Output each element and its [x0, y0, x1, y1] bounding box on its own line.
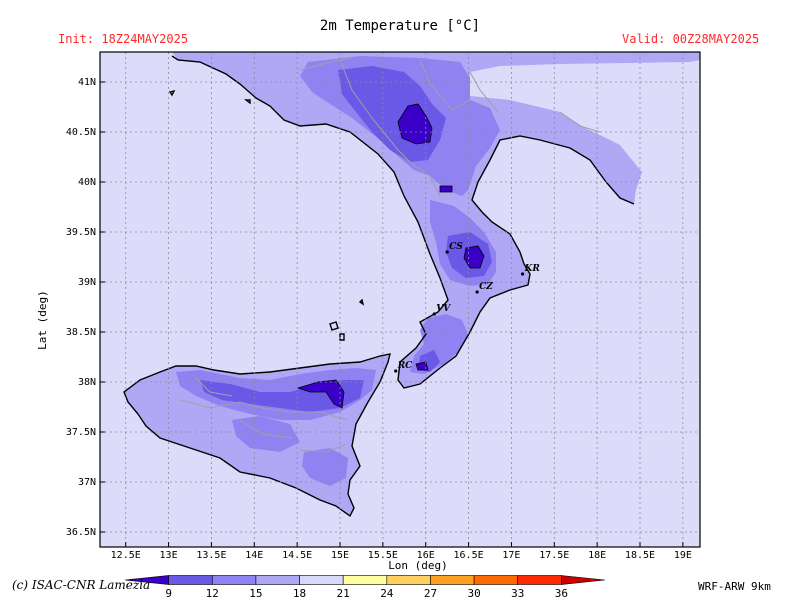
lat-tick-labels: 41N 40.5N 40N 39.5N 39N 38.5N 38N 37.5N 37N 36.5N — [66, 77, 105, 538]
colorbar-label: 18 — [293, 587, 306, 600]
copyright-label: (c) ISAC-CNR Lamezia — [12, 578, 151, 592]
city-dot — [445, 250, 449, 254]
colorbar-label: 9 — [165, 587, 172, 600]
city-markers: CS KR CZ VV RC — [394, 242, 540, 373]
lat-tick-label: 40N — [78, 177, 96, 188]
colorbar-label: 24 — [380, 587, 394, 600]
lon-tick-label: 15E — [331, 550, 349, 561]
lon-tick-label: 12.5E — [111, 550, 141, 561]
colorbar-segment — [299, 575, 344, 585]
coastlines — [123, 55, 635, 518]
model-label: WRF-ARW 9km — [698, 580, 771, 593]
lat-tick-label: 39N — [78, 277, 96, 288]
map-title: 2m Temperature [°C] — [319, 18, 481, 34]
lat-tick-label: 37.5N — [66, 427, 96, 438]
init-time-label: Init: 18Z24MAY2025 — [58, 32, 189, 46]
lon-tick-label: 18.5E — [625, 550, 655, 561]
lon-tick-label: 13.5E — [196, 550, 226, 561]
lon-tick-label: 19E — [674, 550, 692, 561]
lon-tick-label: 16E — [417, 550, 435, 561]
lon-tick-label: 15.5E — [368, 550, 398, 561]
lon-tick-label: 17E — [502, 550, 520, 561]
colorbar-label: 27 — [424, 587, 437, 600]
city-label: RC — [397, 361, 413, 371]
colorbar-segment — [255, 575, 300, 585]
colorbar-label: 30 — [467, 587, 480, 600]
lat-tick-label: 40.5N — [66, 127, 96, 138]
lon-tick-label: 16.5E — [454, 550, 484, 561]
lon-tick-labels: 12.5E 13E 13.5E 14E 14.5E 15E 15.5E 16E 16.5E 17E… — [111, 542, 692, 561]
y-axis-label: Lat (deg) — [36, 290, 49, 350]
lon-tick-label: 17.5E — [539, 550, 569, 561]
plot-frame — [99, 51, 701, 548]
colorbar-segment — [561, 575, 606, 585]
colorbar-label: 33 — [511, 587, 524, 600]
colorbar-label: 12 — [206, 587, 219, 600]
colorbar-segment — [430, 575, 475, 585]
x-axis-label: Lon (deg) — [388, 559, 448, 572]
lon-tick-label: 14.5E — [282, 550, 312, 561]
lat-tick-label: 36.5N — [66, 527, 96, 538]
lon-tick-label: 18E — [588, 550, 606, 561]
colorbar-label: 36 — [555, 587, 568, 600]
colorbar-segment — [211, 575, 257, 585]
lon-tick-label: 13E — [160, 550, 178, 561]
colorbar-label: 15 — [249, 587, 262, 600]
city-dot — [394, 369, 398, 373]
colorbar-segment — [386, 575, 431, 585]
lat-tick-label: 38.5N — [66, 327, 96, 338]
level-below-9-areas — [296, 103, 485, 409]
tyrrhenian-coast-cut — [100, 52, 448, 392]
city-label: CS — [449, 242, 463, 252]
colorbar-segment — [168, 575, 213, 585]
valid-time-label: Valid: 00Z28MAY2025 — [622, 32, 760, 46]
city-dot — [432, 312, 436, 316]
city-label: CZ — [479, 282, 493, 292]
lat-tick-label: 39.5N — [66, 227, 96, 238]
lat-tick-label: 37N — [78, 477, 96, 488]
lat-tick-label: 38N — [78, 377, 96, 388]
city-label: VV — [436, 304, 451, 314]
colorbar-segment — [517, 575, 562, 585]
colorbar-segment — [342, 575, 388, 585]
colorbar: 9 12 15 18 21 24 27 30 33 36 — [124, 575, 606, 600]
colorbar-label: 21 — [337, 587, 350, 600]
city-dot — [475, 290, 479, 294]
grid-lines — [100, 52, 700, 547]
city-dot — [520, 272, 525, 276]
lon-tick-label: 14E — [245, 550, 263, 561]
colorbar-segment — [473, 575, 519, 585]
regional-borders — [179, 57, 601, 453]
city-label: KR — [524, 264, 541, 274]
lat-tick-label: 41N — [78, 77, 96, 88]
